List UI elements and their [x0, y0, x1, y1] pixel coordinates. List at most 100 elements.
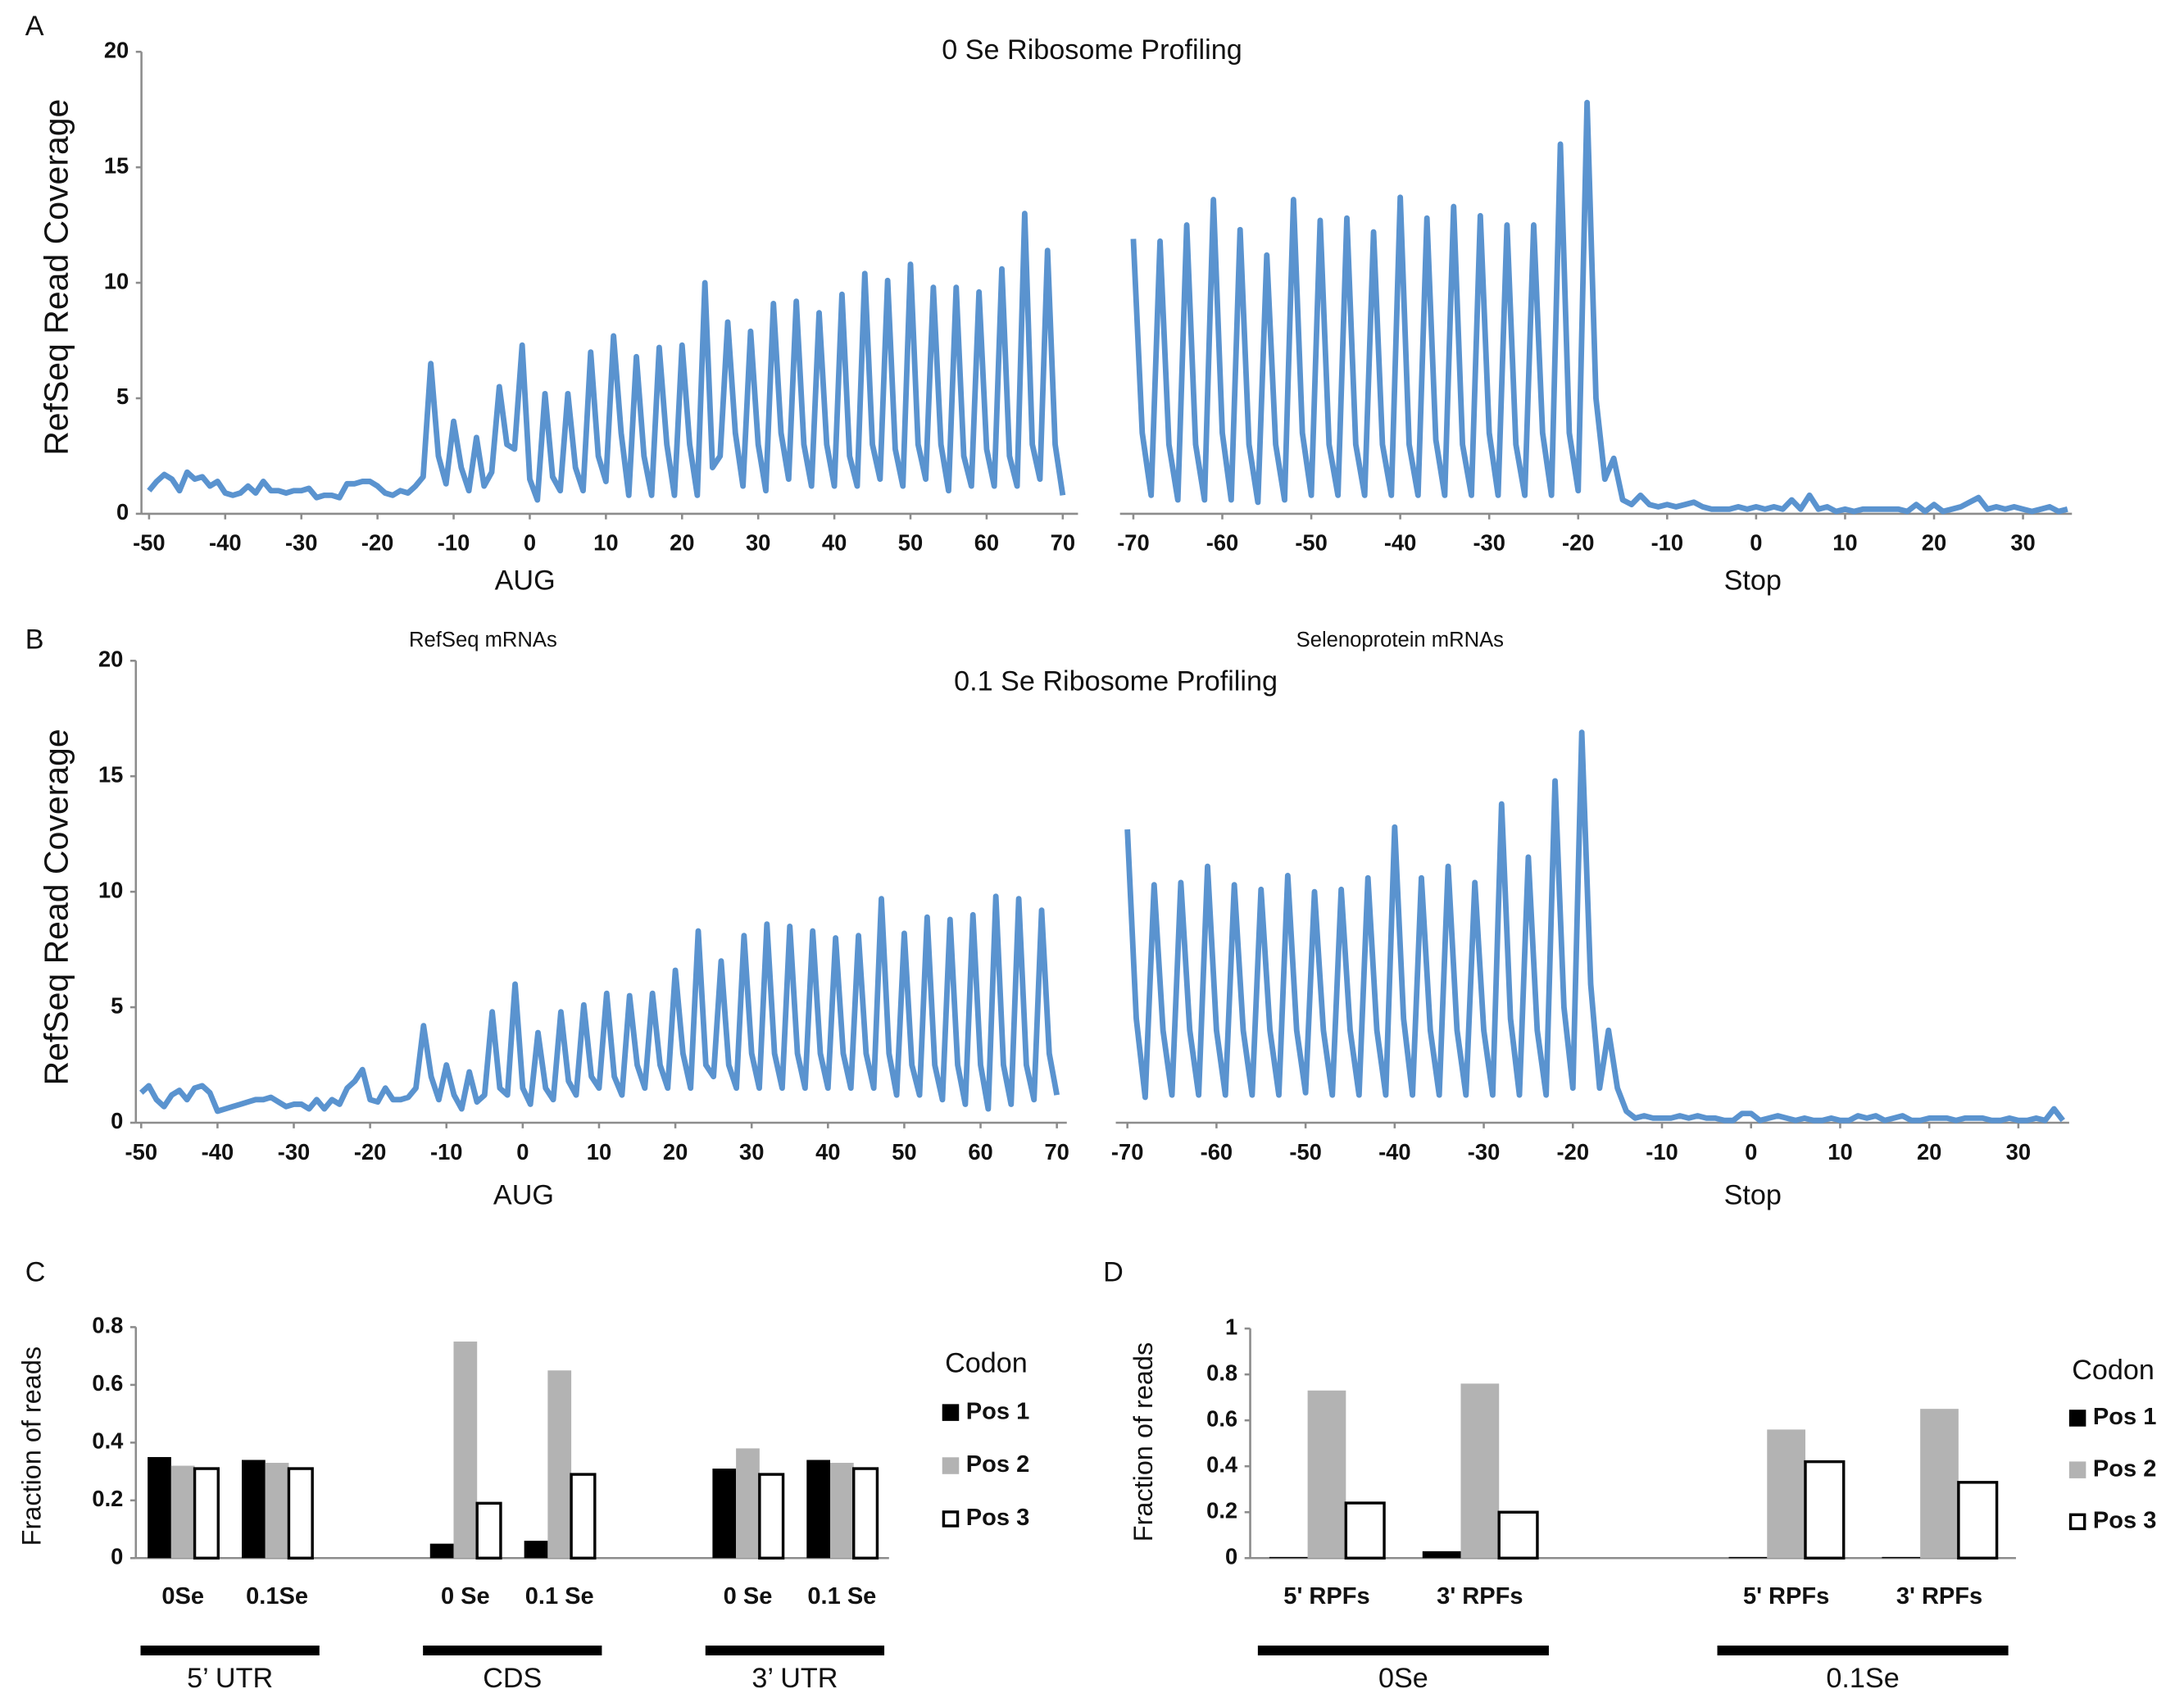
bar — [1307, 1390, 1346, 1559]
y-tick-label: 0.8 — [1206, 1360, 1237, 1385]
legend-swatch — [2068, 1461, 2086, 1478]
y-tick-label: 10 — [104, 268, 129, 293]
bar — [524, 1541, 548, 1559]
x-tick-label: 70 — [1051, 530, 1075, 556]
bar — [830, 1463, 854, 1559]
bar — [475, 1501, 502, 1560]
bar — [806, 1460, 831, 1559]
x-tick-label: 30 — [739, 1139, 764, 1165]
x-axis-label: AUG — [493, 1180, 554, 1211]
x-tick-label: -70 — [1117, 530, 1150, 556]
panel-label: C — [25, 1257, 46, 1288]
bar — [1422, 1551, 1461, 1559]
x-tick-label: -40 — [1378, 1139, 1411, 1165]
y-tick-label: 0.4 — [92, 1428, 124, 1454]
y-tick-label: 0.4 — [1206, 1451, 1238, 1477]
x-tick-label: 0Se — [161, 1583, 204, 1610]
bar — [429, 1543, 454, 1559]
bar — [1497, 1510, 1539, 1560]
x-axis-label: AUG — [495, 565, 556, 597]
panel-label: D — [1103, 1257, 1124, 1288]
bar — [1269, 1556, 1308, 1559]
bar — [1804, 1460, 1846, 1560]
x-tick-label: 0 — [1745, 1139, 1757, 1165]
chart-title: 0.1 Se Ribosome Profiling — [954, 666, 1278, 697]
x-tick-label: -50 — [133, 530, 166, 556]
chart-title: 0 Se Ribosome Profiling — [942, 34, 1242, 66]
x-tick-label: -60 — [1201, 1139, 1233, 1165]
x-tick-label: -20 — [354, 1139, 387, 1165]
data-line — [147, 211, 1066, 503]
x-tick-label: 60 — [974, 530, 999, 556]
x-tick-label: 30 — [2010, 530, 2035, 556]
legend-title: Codon — [945, 1348, 1028, 1379]
y-tick-label: 0.8 — [92, 1313, 123, 1338]
x-tick-label: -40 — [1384, 530, 1417, 556]
y-tick-label: 20 — [104, 37, 129, 62]
bar — [758, 1473, 785, 1560]
bar — [1767, 1429, 1805, 1559]
annotation: RefSeq mRNAs — [409, 629, 557, 652]
y-tick-label: 10 — [98, 877, 123, 902]
x-tick-label: -70 — [1111, 1139, 1144, 1165]
bar — [1728, 1556, 1768, 1559]
x-tick-label: 10 — [1832, 530, 1857, 556]
y-tick-label: 20 — [98, 647, 123, 672]
bar — [242, 1460, 266, 1559]
bar — [287, 1467, 314, 1560]
y-tick-label: 1 — [1225, 1314, 1237, 1339]
x-tick-label: 50 — [892, 1139, 916, 1165]
x-tick-label: -40 — [202, 1139, 234, 1165]
legend-label: Pos 3 — [966, 1505, 1029, 1531]
x-tick-label: 20 — [1922, 530, 1946, 556]
group-label: 3’ UTR — [751, 1663, 838, 1689]
legend-swatch — [2068, 1513, 2086, 1531]
bar — [712, 1469, 737, 1559]
y-tick-label: 0 — [111, 1108, 123, 1133]
group-label: 0Se — [1378, 1663, 1428, 1689]
x-tick-label: 0.1 Se — [807, 1583, 876, 1610]
y-tick-label: 5 — [111, 992, 123, 1018]
bar — [193, 1467, 220, 1560]
x-tick-label: 0 Se — [441, 1583, 490, 1610]
data-line — [138, 893, 1060, 1115]
x-tick-label: -20 — [1562, 530, 1595, 556]
y-tick-label: 0 — [1225, 1543, 1237, 1569]
bar — [1882, 1556, 1921, 1559]
bar — [265, 1463, 289, 1559]
x-tick-label: -30 — [1473, 530, 1505, 556]
bar — [453, 1342, 478, 1559]
annotation: Selenoprotein mRNAs — [1296, 629, 1504, 652]
legend-title: Codon — [2072, 1355, 2154, 1386]
bar — [1957, 1481, 1999, 1560]
x-tick-label: -20 — [1557, 1139, 1590, 1165]
x-tick-label: 40 — [822, 530, 847, 556]
legend-label: Pos 2 — [2093, 1455, 2156, 1482]
group-label: CDS — [483, 1663, 542, 1689]
y-tick-label: 0.6 — [92, 1370, 123, 1396]
x-tick-label: 3' RPFs — [1437, 1583, 1523, 1610]
x-tick-label: 20 — [663, 1139, 688, 1165]
legend-label: Pos 3 — [2093, 1508, 2156, 1534]
y-tick-label: 15 — [98, 761, 123, 787]
bar — [1344, 1501, 1386, 1560]
x-tick-label: 10 — [593, 530, 618, 556]
x-tick-label: 0 — [524, 530, 536, 556]
x-tick-label: 0 Se — [724, 1583, 773, 1610]
x-axis-label: Stop — [1724, 565, 1782, 597]
y-tick-label: 0.2 — [92, 1486, 123, 1511]
x-tick-label: 20 — [670, 530, 694, 556]
panel-label: A — [25, 11, 44, 42]
legend-swatch — [942, 1457, 960, 1474]
bar — [547, 1370, 572, 1559]
legend-label: Pos 1 — [966, 1398, 1029, 1424]
x-tick-label: 40 — [815, 1139, 840, 1165]
x-tick-label: -20 — [361, 530, 393, 556]
x-tick-label: 70 — [1044, 1139, 1069, 1165]
data-line — [1124, 729, 2065, 1124]
x-tick-label: -60 — [1206, 530, 1239, 556]
group-label: 5’ UTR — [187, 1663, 273, 1689]
bar — [170, 1465, 195, 1559]
x-tick-label: 10 — [1828, 1139, 1852, 1165]
